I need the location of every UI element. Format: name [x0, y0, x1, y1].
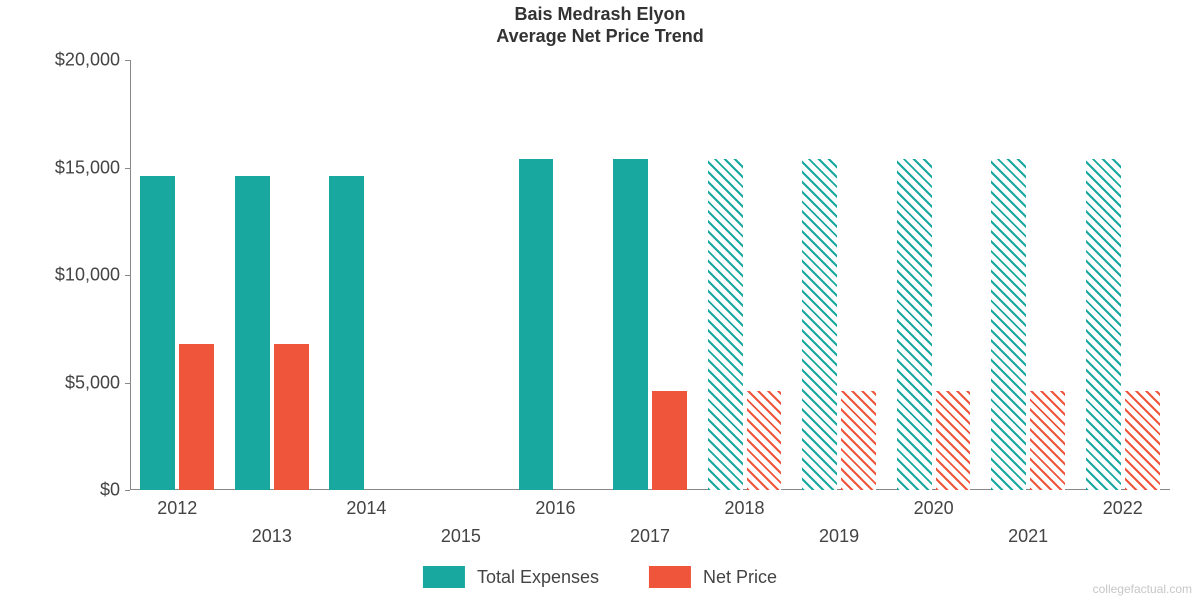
bar-net-price-2013 — [274, 344, 309, 490]
legend: Total Expenses Net Price — [423, 566, 777, 588]
y-tick-label: $5,000 — [20, 372, 120, 393]
bar-total-expenses-2012 — [140, 176, 175, 490]
legend-label-total-expenses: Total Expenses — [477, 567, 599, 588]
x-tick-label-2014: 2014 — [336, 498, 396, 519]
bar-net-price-2017 — [652, 391, 687, 490]
y-tick-label: $10,000 — [20, 265, 120, 286]
y-tick-label: $20,000 — [20, 50, 120, 71]
legend-item-total-expenses: Total Expenses — [423, 566, 599, 588]
legend-item-net-price: Net Price — [649, 566, 777, 588]
y-tick-label: $0 — [20, 480, 120, 501]
bar-total-expenses-2016 — [519, 159, 554, 490]
x-tick-label-2019: 2019 — [809, 526, 869, 547]
x-tick-label-2021: 2021 — [998, 526, 1058, 547]
bar-total-expenses-2014 — [329, 176, 364, 490]
x-tick-label-2017: 2017 — [620, 526, 680, 547]
plot-area — [130, 60, 1170, 490]
chart-title-line1: Bais Medrash Elyon — [0, 4, 1200, 25]
legend-label-net-price: Net Price — [703, 567, 777, 588]
bar-total-expenses-2022 — [1086, 159, 1121, 490]
bar-net-price-2022 — [1125, 391, 1160, 490]
x-tick-label-2016: 2016 — [525, 498, 585, 519]
chart-title-line2: Average Net Price Trend — [0, 26, 1200, 47]
x-tick-label-2022: 2022 — [1093, 498, 1153, 519]
x-tick-label-2015: 2015 — [431, 526, 491, 547]
y-axis-line — [130, 60, 131, 490]
bar-total-expenses-2018 — [708, 159, 743, 490]
chart-container: Bais Medrash Elyon Average Net Price Tre… — [0, 0, 1200, 600]
bar-total-expenses-2013 — [235, 176, 270, 490]
bar-total-expenses-2017 — [613, 159, 648, 490]
bar-total-expenses-2020 — [897, 159, 932, 490]
legend-swatch-net-price — [649, 566, 691, 588]
legend-swatch-total-expenses — [423, 566, 465, 588]
x-tick-label-2012: 2012 — [147, 498, 207, 519]
bar-net-price-2021 — [1030, 391, 1065, 490]
bar-total-expenses-2021 — [991, 159, 1026, 490]
bar-net-price-2019 — [841, 391, 876, 490]
y-tick-label: $15,000 — [20, 157, 120, 178]
x-tick-label-2020: 2020 — [904, 498, 964, 519]
x-tick-label-2018: 2018 — [715, 498, 775, 519]
bar-net-price-2020 — [936, 391, 971, 490]
y-tick-mark — [125, 490, 130, 491]
watermark: collegefactual.com — [1093, 582, 1192, 596]
bar-net-price-2018 — [747, 391, 782, 490]
x-tick-label-2013: 2013 — [242, 526, 302, 547]
bar-total-expenses-2019 — [802, 159, 837, 490]
bar-net-price-2012 — [179, 344, 214, 490]
